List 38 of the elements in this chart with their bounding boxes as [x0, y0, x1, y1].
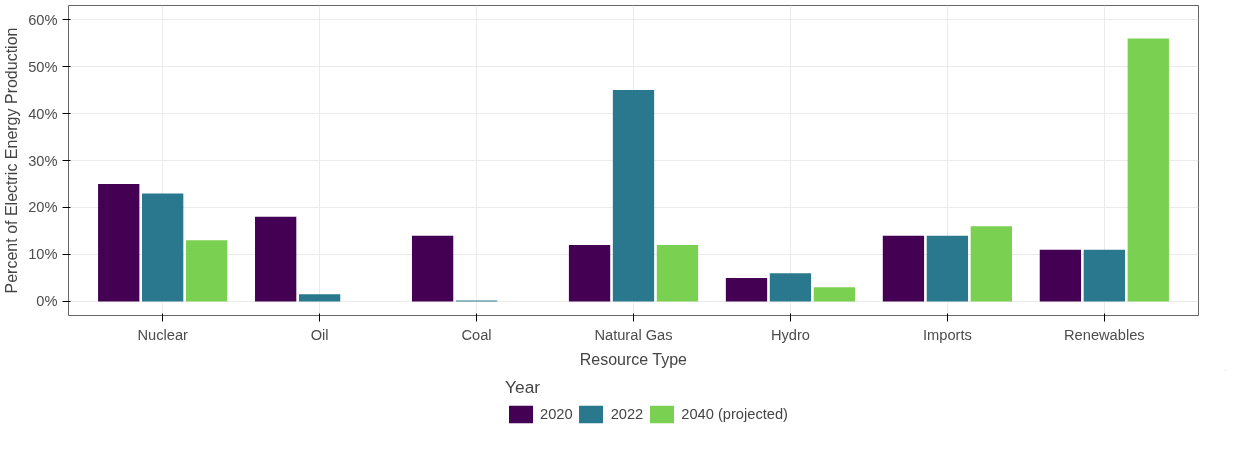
bar	[568, 245, 611, 302]
y-tick-label: 50%	[28, 58, 58, 75]
legend-title: Year	[505, 377, 542, 398]
bar	[255, 216, 297, 302]
bar	[411, 235, 454, 302]
y-tick-label: 30%	[28, 152, 58, 169]
y-tick-label: 40%	[28, 105, 58, 122]
legend-label: 2020	[540, 406, 573, 422]
x-tick-label: Renewables	[1064, 326, 1145, 343]
bar	[298, 294, 341, 302]
bar	[970, 226, 1012, 302]
y-axis-title: Percent of Electric Energy Production	[3, 27, 21, 294]
bar	[98, 183, 140, 302]
y-tick-label: 20%	[28, 199, 58, 216]
bar	[725, 277, 768, 302]
bar	[612, 90, 655, 302]
bar	[656, 245, 699, 302]
x-tick-label: Nuclear	[137, 326, 189, 343]
bar	[1039, 249, 1082, 302]
bar	[769, 273, 812, 302]
x-axis-title: Resource Type	[579, 350, 688, 368]
bar	[926, 235, 969, 302]
bar	[1127, 38, 1169, 302]
x-tick-label: Hydro	[770, 326, 811, 343]
y-tick-label: 60%	[28, 11, 58, 28]
x-tick-label: Natural Gas	[594, 326, 673, 343]
y-tick-label: 10%	[28, 246, 58, 263]
bar	[1083, 249, 1125, 302]
x-tick-label: Imports	[922, 326, 972, 343]
x-tick-label: Coal	[461, 326, 492, 343]
y-tick-label: 0%	[36, 293, 58, 310]
bar	[813, 287, 856, 302]
legend-label: 2022	[610, 406, 644, 422]
bar	[142, 193, 184, 302]
bar	[882, 235, 925, 302]
bar	[185, 240, 228, 302]
x-tick-label: Oil	[310, 326, 329, 343]
legend-label: 2040 (projected)	[681, 406, 788, 422]
